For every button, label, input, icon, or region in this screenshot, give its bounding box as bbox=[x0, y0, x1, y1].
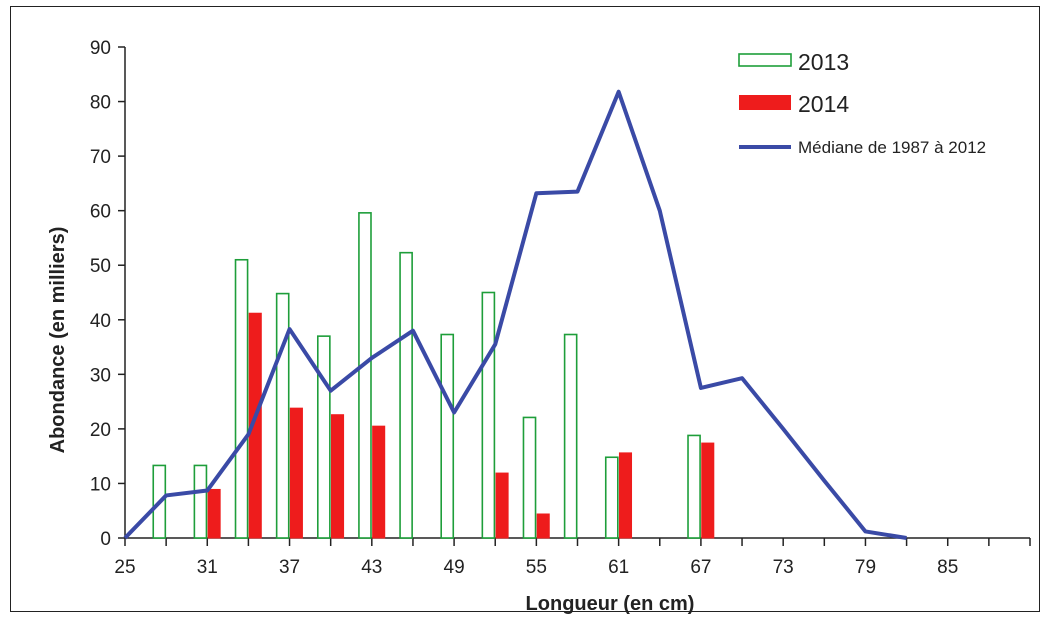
y-tick-label: 10 bbox=[90, 474, 111, 495]
x-tick-label: 55 bbox=[526, 557, 547, 578]
bar-2014 bbox=[536, 513, 550, 539]
bar-2014 bbox=[701, 442, 715, 539]
y-tick-label: 90 bbox=[90, 38, 111, 59]
bar-2014 bbox=[372, 425, 386, 539]
bar-2014 bbox=[495, 472, 509, 539]
bar-2013 bbox=[604, 456, 619, 539]
y-tick-label: 0 bbox=[100, 529, 111, 550]
legend-label-2014: 2014 bbox=[798, 91, 849, 117]
legend-label-2013: 2013 bbox=[798, 49, 849, 75]
x-tick-label: 67 bbox=[690, 557, 711, 578]
x-tick-label: 73 bbox=[773, 557, 794, 578]
bar-2013 bbox=[687, 434, 701, 539]
x-tick-label: 43 bbox=[361, 557, 382, 578]
chart-frame bbox=[10, 6, 1040, 612]
median-line bbox=[123, 89, 907, 540]
bar-2013 bbox=[563, 333, 578, 539]
bar-2013 bbox=[481, 291, 496, 539]
bar-2013 bbox=[399, 251, 413, 539]
bar-2013 bbox=[358, 212, 372, 539]
y-tick-label: 50 bbox=[90, 256, 111, 277]
bar-2014 bbox=[331, 414, 345, 539]
y-tick-label: 70 bbox=[90, 147, 111, 168]
y-tick-label: 40 bbox=[90, 311, 111, 332]
x-tick-label: 61 bbox=[608, 557, 629, 578]
x-tick-label: 31 bbox=[197, 557, 218, 578]
legend-swatch-2013 bbox=[738, 53, 792, 67]
bar-2014 bbox=[248, 312, 262, 539]
tick-labels: 0 10 20 30 40 50 60 70 80 90 25 31 37 43 49 55 61 67 73 79 8… bbox=[90, 38, 958, 578]
lines bbox=[123, 89, 907, 540]
bar-2014 bbox=[207, 488, 221, 539]
legend-swatch-2014 bbox=[739, 95, 791, 110]
x-tick-label: 25 bbox=[114, 557, 135, 578]
bar-2013 bbox=[440, 333, 455, 539]
bar-2014 bbox=[289, 407, 303, 539]
x-tick-label: 37 bbox=[279, 557, 300, 578]
bar-2013 bbox=[275, 292, 290, 539]
y-tick-label: 20 bbox=[90, 420, 111, 441]
legend: 2013 2014 Médiane de 1987 à 2012 bbox=[738, 49, 986, 157]
x-axis-title: Longueur (en cm) bbox=[526, 593, 695, 615]
bar-2013 bbox=[316, 335, 331, 539]
y-tick-label: 60 bbox=[90, 202, 111, 223]
x-tick-label: 49 bbox=[444, 557, 465, 578]
axes bbox=[118, 46, 1031, 546]
bar-2014 bbox=[618, 452, 633, 539]
x-tick-label: 85 bbox=[937, 557, 958, 578]
legend-label-median: Médiane de 1987 à 2012 bbox=[798, 138, 986, 157]
y-tick-label: 80 bbox=[90, 93, 111, 114]
bar-2013 bbox=[234, 258, 249, 539]
x-tick-label: 79 bbox=[855, 557, 876, 578]
y-axis-title: Abondance (en milliers) bbox=[47, 227, 69, 454]
bar-2013 bbox=[522, 416, 537, 539]
y-tick-label: 30 bbox=[90, 365, 111, 386]
bar-2013 bbox=[193, 464, 208, 539]
